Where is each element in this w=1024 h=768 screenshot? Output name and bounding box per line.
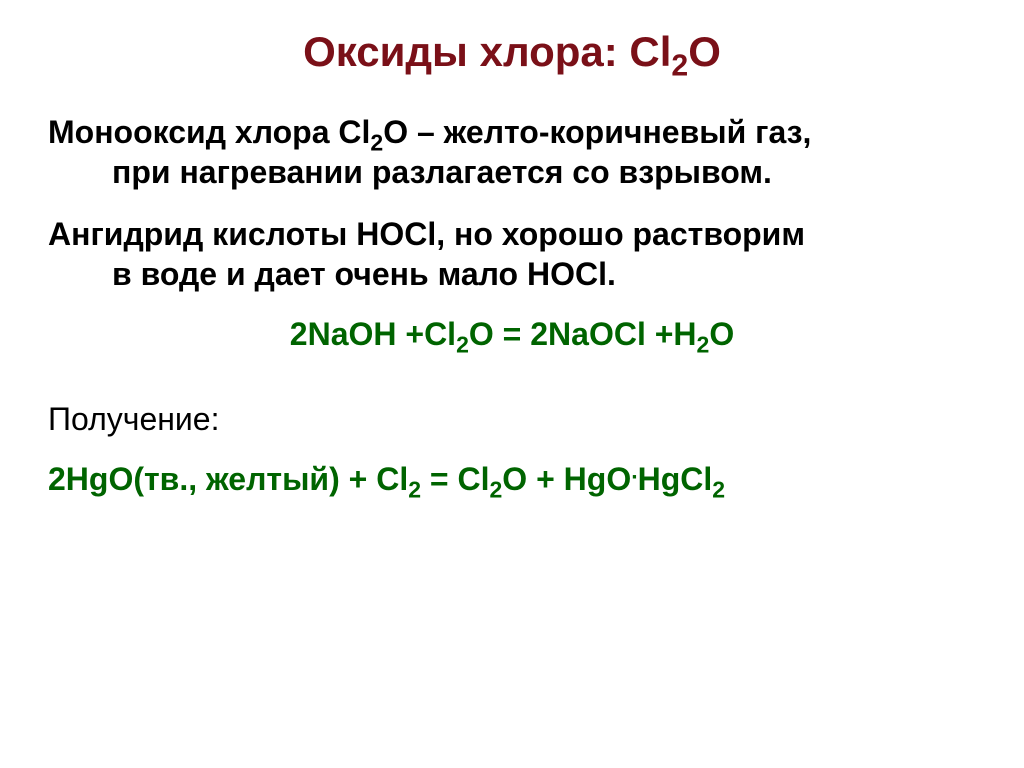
paragraph-3: Получение:: [48, 399, 976, 439]
equation-1: 2NaOH +Cl2O = 2NaOCl +H2O: [48, 316, 976, 353]
eq2-sub3: 2: [712, 476, 725, 502]
eq1-sub2: 2: [697, 331, 710, 357]
p3-label: Получение:: [48, 401, 219, 437]
eq2-a: 2HgO(тв., желтый) + Cl: [48, 461, 408, 497]
p1-lead-a: Монооксид хлора Cl: [48, 114, 370, 150]
eq2-b: = Cl: [421, 461, 489, 497]
p1-cont: при нагревании разлагается со взрывом.: [112, 154, 772, 190]
eq2-sub2: 2: [489, 476, 502, 502]
p1-lead-b: O – желто-коричневый газ,: [383, 114, 811, 150]
eq2-d: HgCl: [638, 461, 713, 497]
slide-container: Оксиды хлора: Cl2O Монооксид хлора Cl2O …: [0, 0, 1024, 768]
p2-line2: в воде и дает очень мало HOCl.: [112, 256, 616, 292]
eq1-a: 2NaOH +Cl: [290, 316, 456, 352]
paragraph-1: Монооксид хлора Cl2O – желто-коричневый …: [48, 112, 976, 192]
p2-line1: Ангидрид кислоты HOCl, но хорошо раствор…: [48, 216, 805, 252]
equation-2: 2HgO(тв., желтый) + Cl2 = Cl2O + HgO.HgC…: [48, 461, 976, 498]
eq2-c: O + HgO: [502, 461, 631, 497]
eq1-c: O: [709, 316, 734, 352]
title-sub: 2: [671, 49, 688, 82]
paragraph-2: Ангидрид кислоты HOCl, но хорошо раствор…: [48, 214, 976, 294]
slide-title: Оксиды хлора: Cl2O: [48, 28, 976, 76]
title-text-prefix: Оксиды хлора: Cl: [303, 28, 671, 75]
title-text-suffix: O: [688, 28, 721, 75]
eq2-sub1: 2: [408, 476, 421, 502]
eq1-b: O = 2NaOCl +H: [469, 316, 697, 352]
eq1-sub1: 2: [456, 331, 469, 357]
